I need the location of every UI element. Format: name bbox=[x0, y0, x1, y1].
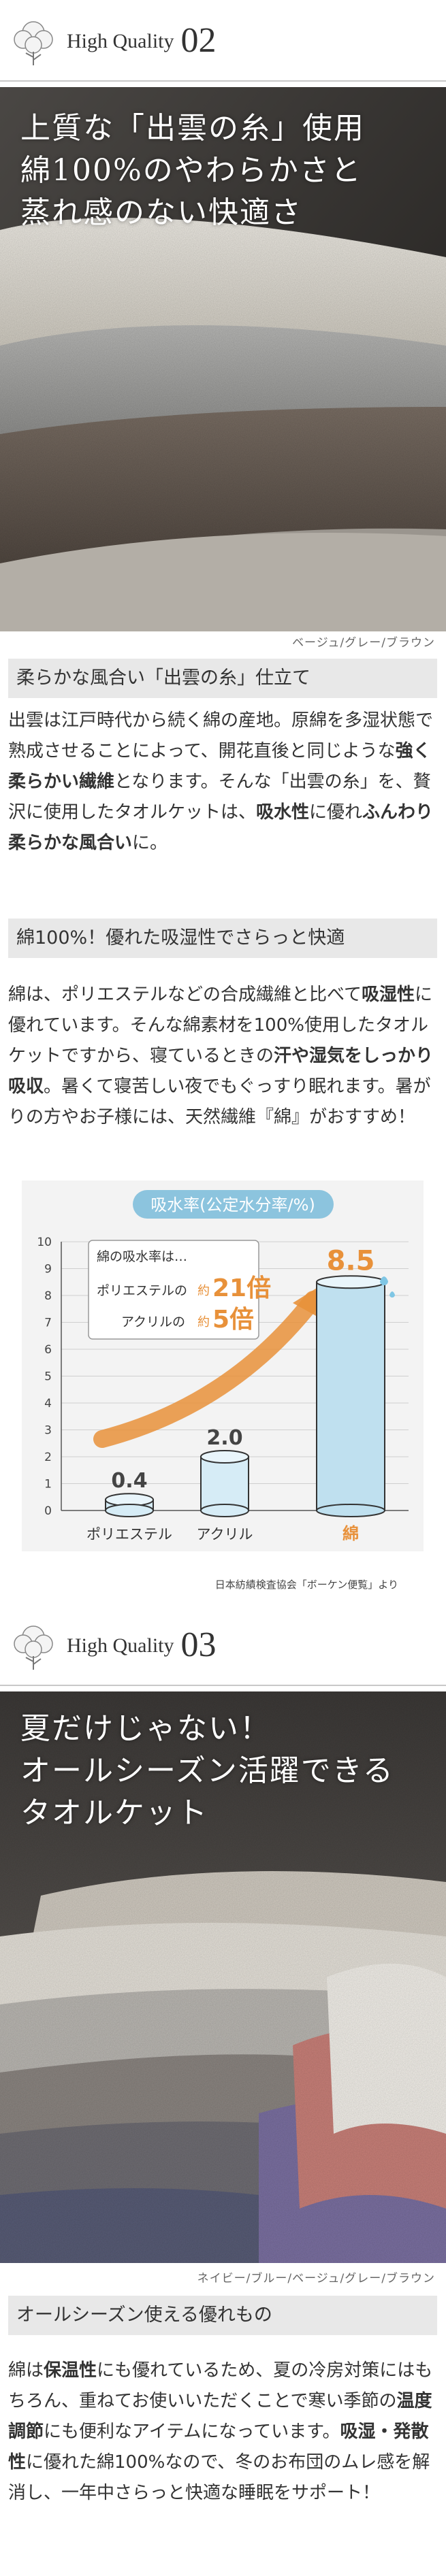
body-text-run: 綿は、ポリエステルなどの合成繊維と比べて bbox=[8, 985, 362, 1005]
headline: 上質な「出雲の糸」使用 綿100%のやわらかさと 蒸れ感のない快適さ bbox=[20, 108, 365, 234]
absorbency-chart: 吸水率(公定水分率/%) 0 1 2 3 4 5 6 7 8 9 10 0.4 ポリエステル 2.0 アクリル… bbox=[0, 1180, 446, 1575]
bar-cap-2 bbox=[316, 1275, 385, 1289]
color-caption: ネイビー/ブルー/ベージュ/グレー/ブラウン bbox=[197, 2272, 435, 2285]
callout-value: 21倍 bbox=[212, 1274, 271, 1302]
y-tick-label: 4 bbox=[44, 1397, 52, 1410]
callout-approx: 約 bbox=[197, 1284, 210, 1298]
y-tick-label: 8 bbox=[44, 1289, 52, 1303]
callout-prefix: アクリルの bbox=[121, 1315, 185, 1330]
water-drop-icon bbox=[389, 1291, 395, 1298]
y-tick-label: 3 bbox=[44, 1424, 52, 1438]
body-text-run: 綿は bbox=[8, 2360, 44, 2381]
callout-line-1: 綿の吸水率は… bbox=[97, 1249, 187, 1264]
callout-box bbox=[88, 1240, 259, 1340]
section-number: 03 bbox=[180, 1625, 217, 1664]
emphasis-text: 汗や湿気をしっかり吸収 bbox=[8, 1046, 434, 1097]
emphasis-text: 吸湿性 bbox=[361, 985, 415, 1005]
subheading-softness: 柔らかな風合い「出雲の糸」仕立て bbox=[8, 659, 437, 698]
body-text-run: に優れ bbox=[309, 802, 363, 823]
x-category-label: ポリエステル bbox=[86, 1526, 172, 1542]
body-text-run: 出雲は江戸時代から続く綿の産地。原綿を多湿状態で熟成させることによって、開花直後… bbox=[8, 710, 434, 761]
paragraph-absorbency: 綿は、ポリエステルなどの合成繊維と比べて吸湿性に優れています。そんな綿素材を10… bbox=[8, 980, 437, 1133]
headline: 夏だけじゃない！ オールシーズン活躍できる タオルケット bbox=[20, 1708, 394, 1834]
bar-1 bbox=[200, 1456, 249, 1511]
paragraph-softness: 出雲は江戸時代から続く綿の産地。原綿を多湿状態で熟成させることによって、開花直後… bbox=[8, 706, 437, 859]
bar-base-2 bbox=[316, 1504, 385, 1517]
section-title: High Quality 03 bbox=[67, 1625, 217, 1665]
body-text-run: 。暑くて寝苦しい夜でもぐっすり眠れます。暑がりの方やお子様には、天然繊維『綿』が… bbox=[8, 1076, 431, 1127]
chart-title: 吸水率(公定水分率/%) bbox=[150, 1195, 315, 1215]
cotton-flower-icon bbox=[14, 1625, 53, 1670]
emphasis-text: ふんわり柔らかな風合い bbox=[8, 802, 434, 853]
body-text-run: に優れた綿100%なので、冬のお布団のムレ感を解消し、一年中さらっと快適な睡眠を… bbox=[8, 2452, 430, 2503]
headline-line-1: 夏だけじゃない！ bbox=[20, 1711, 271, 1746]
body-text-run: に。 bbox=[132, 833, 168, 853]
callout-value: 5倍 bbox=[212, 1306, 254, 1334]
emphasis-text: 温度調節 bbox=[8, 2391, 432, 2442]
cotton-flower-icon bbox=[14, 21, 53, 65]
folded-towels-photo: 夏だけじゃない！ オールシーズン活躍できる タオルケット bbox=[0, 1691, 446, 2263]
trend-arrow bbox=[93, 1291, 322, 1448]
emphasis-text: 吸水性 bbox=[256, 802, 310, 823]
bar-base-1 bbox=[200, 1504, 249, 1517]
y-tick-label: 9 bbox=[44, 1263, 52, 1276]
body-text-run: にも優れているため、夏の冷房対策にはもちろん、重ねてお使いいただくことで寒い季節… bbox=[8, 2360, 433, 2411]
emphasis-text: 保温性 bbox=[44, 2360, 97, 2381]
x-category-label: 綿 bbox=[343, 1524, 359, 1543]
headline-line-2: 綿100%のやわらかさと bbox=[20, 153, 362, 188]
subheading-all-season: オールシーズン使える優れもの bbox=[8, 2296, 437, 2335]
paragraph-all-season: 綿は保温性にも優れているため、夏の冷房対策にはもちろん、重ねてお使いいただくこと… bbox=[8, 2356, 437, 2509]
headline-line-2: オールシーズン活躍できる bbox=[20, 1753, 394, 1788]
x-category-label: アクリル bbox=[197, 1526, 253, 1542]
bar-value-label: 0.4 bbox=[111, 1469, 147, 1493]
bar-value-label: 8.5 bbox=[327, 1245, 375, 1276]
body-text-run: にも便利なアイテムになっています。 bbox=[44, 2422, 340, 2442]
color-caption: ベージュ/グレー/ブラウン bbox=[292, 636, 435, 650]
section-header-03: High Quality 03 bbox=[0, 1604, 446, 1686]
section-label: High Quality bbox=[67, 1634, 174, 1657]
chart-title-pill bbox=[133, 1190, 334, 1219]
towel-stack-photo: 上質な「出雲の糸」使用 綿100%のやわらかさと 蒸れ感のない快適さ bbox=[0, 87, 446, 631]
y-tick-label: 10 bbox=[37, 1236, 52, 1249]
emphasis-text: 強く柔らかい繊維 bbox=[8, 741, 431, 792]
callout-approx: 約 bbox=[197, 1315, 210, 1330]
bar-cap-1 bbox=[200, 1450, 249, 1464]
bar-value-label: 2.0 bbox=[206, 1426, 242, 1450]
y-tick-label: 6 bbox=[44, 1343, 52, 1357]
body-text-run: に優れています。そんな綿素材を100%使用したタオルケットですから、寝ているとき… bbox=[8, 985, 432, 1066]
y-tick-label: 0 bbox=[44, 1504, 52, 1518]
y-tick-label: 1 bbox=[44, 1478, 52, 1491]
headline-line-3: 蒸れ感のない快適さ bbox=[20, 195, 302, 230]
emphasis-text: 吸湿・発散性 bbox=[8, 2422, 429, 2473]
headline-line-3: タオルケット bbox=[20, 1796, 208, 1830]
y-tick-label: 5 bbox=[44, 1370, 52, 1384]
body-text-run: となります。そんな「出雲の糸」を、贅沢に使用したタオルケットは、 bbox=[8, 772, 431, 823]
section-number: 02 bbox=[180, 21, 217, 60]
section-header-02: High Quality 02 bbox=[0, 0, 446, 82]
bar-2 bbox=[316, 1281, 385, 1511]
callout-prefix: ポリエステルの bbox=[97, 1283, 187, 1298]
subheading-absorbency: 綿100%！優れた吸湿性でさらっと快適 bbox=[8, 919, 437, 958]
water-drop-icon bbox=[380, 1276, 388, 1285]
y-tick-label: 7 bbox=[44, 1317, 52, 1330]
chart-svg: 吸水率(公定水分率/%) 0 1 2 3 4 5 6 7 8 9 10 0.4 ポリエステル 2.0 アクリル… bbox=[22, 1180, 424, 1551]
y-tick-label: 2 bbox=[44, 1451, 52, 1464]
section-label: High Quality bbox=[67, 30, 174, 52]
headline-line-1: 上質な「出雲の糸」使用 bbox=[20, 111, 365, 146]
bar-base-0 bbox=[105, 1504, 154, 1517]
chart-source: 日本紡績検査協会「ボーケン便覧」より bbox=[214, 1579, 398, 1591]
section-title: High Quality 02 bbox=[67, 20, 217, 61]
